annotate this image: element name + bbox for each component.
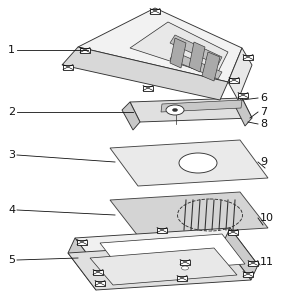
Text: 3: 3 [8,150,15,160]
Polygon shape [235,98,252,126]
Polygon shape [223,228,258,280]
Polygon shape [95,281,105,285]
Ellipse shape [179,153,217,173]
Polygon shape [238,92,248,98]
Polygon shape [228,48,252,100]
Polygon shape [75,228,258,275]
Polygon shape [229,78,239,82]
Polygon shape [130,98,252,122]
Polygon shape [150,8,160,14]
Polygon shape [161,100,242,112]
Polygon shape [68,238,103,290]
Polygon shape [180,259,190,265]
Text: 4: 4 [8,205,15,215]
Text: 2: 2 [8,107,15,117]
Polygon shape [228,229,238,235]
Polygon shape [93,269,103,275]
Polygon shape [100,234,245,273]
Polygon shape [170,35,222,65]
Polygon shape [189,42,205,72]
Ellipse shape [166,105,184,115]
Polygon shape [202,52,220,81]
Text: 9: 9 [260,157,267,167]
Polygon shape [78,8,242,82]
Text: 7: 7 [260,107,267,117]
Text: 5: 5 [8,255,15,265]
Polygon shape [157,228,167,232]
Text: 6: 6 [260,93,267,103]
Polygon shape [122,102,140,130]
Polygon shape [243,55,253,59]
Polygon shape [80,48,90,52]
Polygon shape [170,38,186,68]
Polygon shape [177,275,187,281]
Ellipse shape [172,108,178,112]
Polygon shape [68,243,251,290]
Polygon shape [110,192,268,236]
Text: 11: 11 [260,257,274,267]
Polygon shape [77,239,87,245]
Polygon shape [90,248,237,285]
Ellipse shape [182,266,188,270]
Polygon shape [243,271,253,277]
Polygon shape [248,261,258,265]
Polygon shape [62,47,228,100]
Text: 1: 1 [8,45,15,55]
Polygon shape [143,85,153,91]
Polygon shape [130,22,228,76]
Polygon shape [110,140,268,186]
Polygon shape [63,65,73,69]
Polygon shape [170,52,222,79]
Text: 10: 10 [260,213,274,223]
Text: 8: 8 [260,119,267,129]
